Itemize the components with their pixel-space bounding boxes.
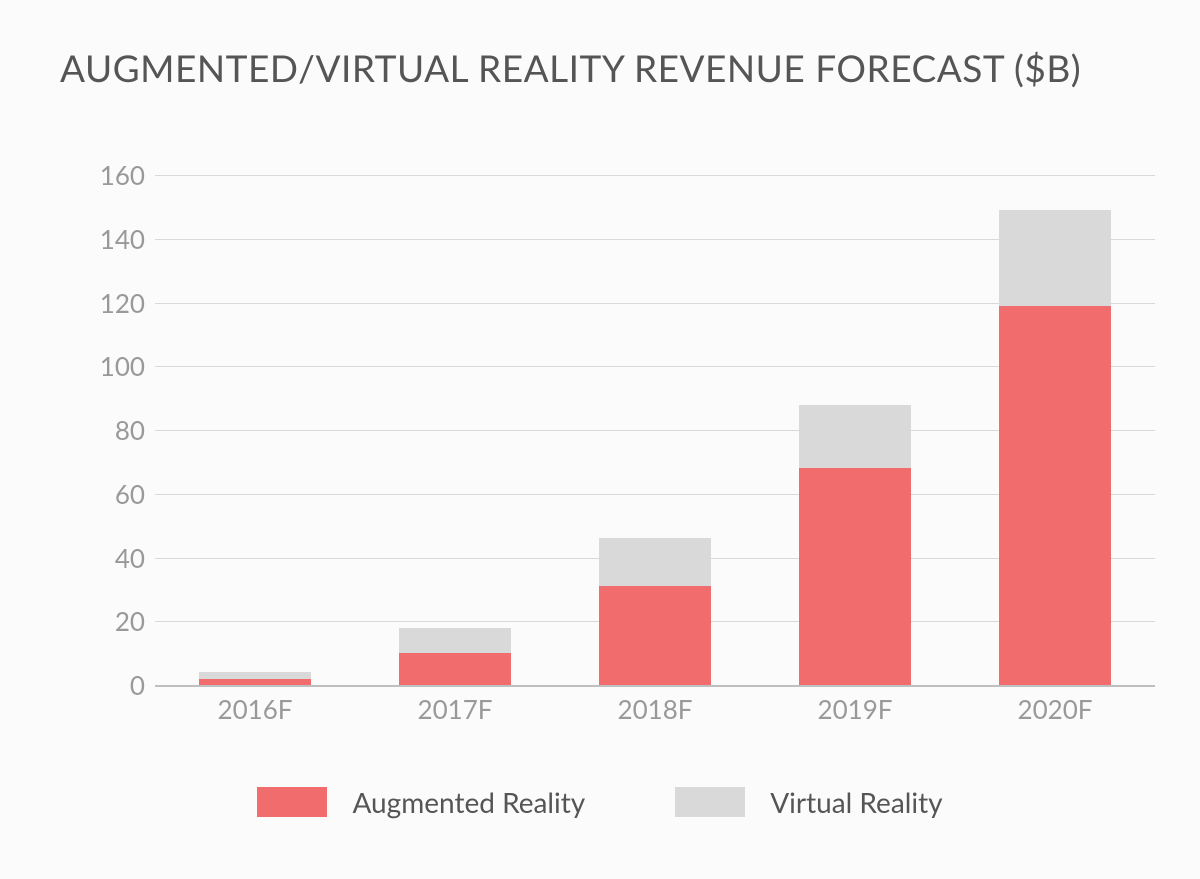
bar-segment [999, 306, 1111, 685]
bar-group [799, 175, 911, 685]
bar-group [599, 175, 711, 685]
bar-segment [799, 405, 911, 469]
y-tick-label: 40 [65, 542, 145, 574]
legend-item: Augmented Reality [257, 785, 585, 819]
legend-item: Virtual Reality [675, 785, 942, 819]
legend: Augmented Reality Virtual Reality [0, 785, 1200, 819]
y-tick-label: 80 [65, 414, 145, 446]
y-tick-label: 140 [65, 223, 145, 255]
chart-container: AUGMENTED/VIRTUAL REALITY REVENUE FORECA… [0, 0, 1200, 879]
bar-segment [199, 672, 311, 678]
x-tick-label: 2020F [1017, 693, 1092, 725]
x-tick-label: 2019F [817, 693, 892, 725]
plot-area: 0204060801001201401602016F2017F2018F2019… [155, 175, 1155, 685]
bar-segment [999, 210, 1111, 306]
bar-group [999, 175, 1111, 685]
y-tick-label: 120 [65, 287, 145, 319]
y-tick-label: 60 [65, 478, 145, 510]
bar-segment [199, 679, 311, 685]
bar-segment [399, 653, 511, 685]
y-tick-label: 160 [65, 159, 145, 191]
bar-segment [599, 586, 711, 685]
axis-baseline [155, 685, 1155, 687]
y-tick-label: 20 [65, 605, 145, 637]
x-tick-label: 2016F [217, 693, 292, 725]
legend-swatch [675, 787, 745, 817]
bar-group [399, 175, 511, 685]
x-tick-label: 2017F [417, 693, 492, 725]
bar-segment [399, 628, 511, 654]
legend-label: Virtual Reality [770, 785, 942, 819]
bar-segment [599, 538, 711, 586]
chart-title: AUGMENTED/VIRTUAL REALITY REVENUE FORECA… [60, 45, 1081, 90]
bar-segment [799, 468, 911, 685]
legend-label: Augmented Reality [352, 785, 585, 819]
x-tick-label: 2018F [617, 693, 692, 725]
y-tick-label: 0 [65, 669, 145, 701]
y-tick-label: 100 [65, 350, 145, 382]
bar-group [199, 175, 311, 685]
legend-swatch [257, 787, 327, 817]
